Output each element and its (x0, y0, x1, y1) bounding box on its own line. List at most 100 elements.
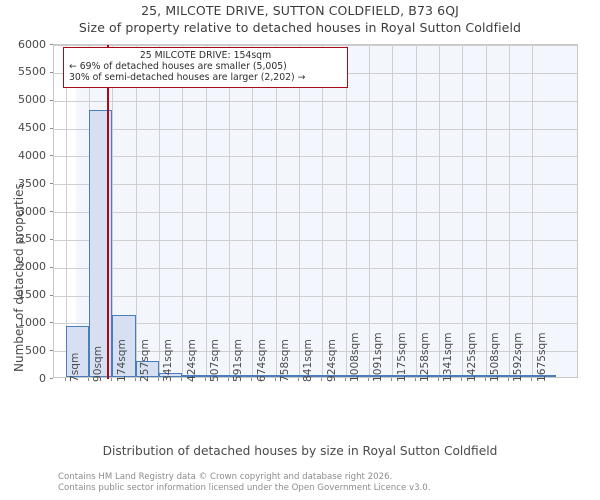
gridline-vertical (415, 45, 417, 377)
bar (112, 314, 136, 377)
bar (252, 375, 276, 377)
x-tick-mark (134, 378, 136, 381)
footer-line-2: Contains public sector information licen… (58, 483, 431, 493)
gridline-horizontal (54, 212, 577, 213)
bar (345, 375, 369, 377)
x-tick-label: 7sqm (68, 352, 81, 382)
gridline-vertical (439, 45, 440, 377)
gridline-vertical (509, 45, 510, 377)
gridline-vertical (299, 45, 300, 377)
x-tick-mark (251, 378, 253, 381)
gridline-vertical (229, 45, 230, 377)
y-tick-label: 4500 (18, 121, 46, 134)
x-tick-mark (321, 378, 323, 381)
x-tick-label: 424sqm (185, 339, 198, 382)
y-tick-label: 1000 (18, 315, 46, 329)
bar (205, 375, 229, 377)
bar (485, 375, 509, 377)
x-tick-label: 1008sqm (348, 332, 361, 382)
x-tick-label: 1341sqm (442, 332, 455, 382)
gridline-vertical (65, 45, 67, 377)
y-tick-label: 2000 (18, 260, 46, 274)
x-tick-label: 924sqm (325, 339, 338, 382)
bar (275, 375, 299, 377)
bar (182, 375, 206, 377)
x-tick-mark (204, 378, 206, 381)
x-tick-label: 758sqm (278, 339, 291, 382)
x-tick-mark (88, 378, 89, 381)
gridline-horizontal (54, 45, 577, 46)
x-tick-mark (368, 378, 369, 381)
x-tick-mark (414, 378, 416, 381)
gridline-horizontal (54, 267, 577, 269)
y-tick-label: 1500 (18, 288, 46, 301)
x-tick-label: 1675sqm (535, 332, 548, 382)
bar (135, 360, 159, 377)
y-tick-mark (50, 71, 53, 73)
x-tick-label: 174sqm (115, 339, 128, 382)
x-tick-label: 1091sqm (372, 332, 385, 382)
bar (532, 375, 556, 377)
y-tick-label: 3500 (18, 176, 46, 190)
plot-left-margin (54, 45, 76, 377)
x-tick-label: 257sqm (138, 339, 151, 382)
gridline-vertical (275, 45, 277, 377)
gridline-horizontal (54, 351, 577, 353)
x-tick-label: 341sqm (162, 339, 175, 382)
y-tick-mark (50, 294, 53, 296)
bar (509, 375, 533, 377)
x-tick-mark (181, 378, 183, 381)
chart-subtitle: Size of property relative to detached ho… (78, 20, 522, 35)
y-tick-label: 6000 (18, 37, 46, 51)
gridline-horizontal (54, 184, 577, 186)
x-tick-mark (344, 378, 346, 381)
x-tick-mark (461, 378, 463, 381)
gridline-horizontal (54, 239, 577, 241)
x-tick-label: 1508sqm (488, 332, 501, 382)
gridline-vertical (369, 45, 370, 377)
x-tick-mark (64, 378, 66, 381)
x-tick-label: 1425sqm (465, 332, 478, 382)
y-tick-mark (50, 99, 53, 101)
x-tick-label: 507sqm (208, 339, 221, 382)
x-tick-mark (111, 378, 113, 381)
x-tick-mark (438, 378, 439, 381)
y-tick-mark (50, 322, 53, 324)
y-tick-mark (50, 211, 53, 212)
bar (439, 375, 463, 377)
y-tick-mark (50, 155, 53, 157)
page-title: 25, MILCOTE DRIVE, SUTTON COLDFIELD, B73… (141, 3, 459, 18)
x-tick-label: 674sqm (255, 339, 268, 382)
x-tick-label: 1175sqm (395, 332, 408, 382)
y-tick-label: 500 (25, 343, 46, 357)
gridline-vertical (205, 45, 207, 377)
annotation-box: 25 MILCOTE DRIVE: 154sqm ← 69% of detach… (63, 47, 348, 88)
x-tick-mark (298, 378, 299, 381)
x-tick-mark (484, 378, 486, 381)
gridline-vertical (532, 45, 534, 377)
y-tick-label: 3000 (18, 204, 46, 218)
x-tick-label: 591sqm (232, 339, 245, 382)
x-tick-label: 841sqm (302, 339, 315, 382)
bar (299, 375, 323, 377)
y-tick-mark (50, 350, 53, 352)
gridline-vertical (182, 45, 184, 377)
gridline-horizontal (54, 323, 577, 325)
x-tick-mark (228, 378, 229, 381)
gridline-vertical (112, 45, 114, 377)
y-tick-label: 2500 (18, 232, 46, 246)
y-tick-mark (50, 183, 53, 185)
gridline-horizontal (54, 295, 577, 297)
y-tick-label: 5500 (18, 65, 46, 79)
gridline-vertical (159, 45, 160, 377)
gridline-vertical (135, 45, 137, 377)
gridline-vertical (485, 45, 487, 377)
gridline-vertical (462, 45, 464, 377)
y-tick-mark (50, 238, 53, 240)
y-tick-label: 0 (39, 371, 46, 385)
gridline-vertical (345, 45, 347, 377)
gridline-vertical (392, 45, 394, 377)
y-tick-mark (50, 44, 53, 45)
bar (322, 375, 346, 377)
